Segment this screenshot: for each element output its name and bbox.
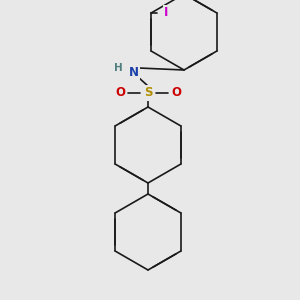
Text: O: O bbox=[171, 86, 181, 100]
Text: H: H bbox=[114, 63, 122, 73]
Text: S: S bbox=[144, 86, 152, 100]
Text: N: N bbox=[129, 65, 139, 79]
Text: O: O bbox=[115, 86, 125, 100]
Text: I: I bbox=[164, 7, 168, 20]
